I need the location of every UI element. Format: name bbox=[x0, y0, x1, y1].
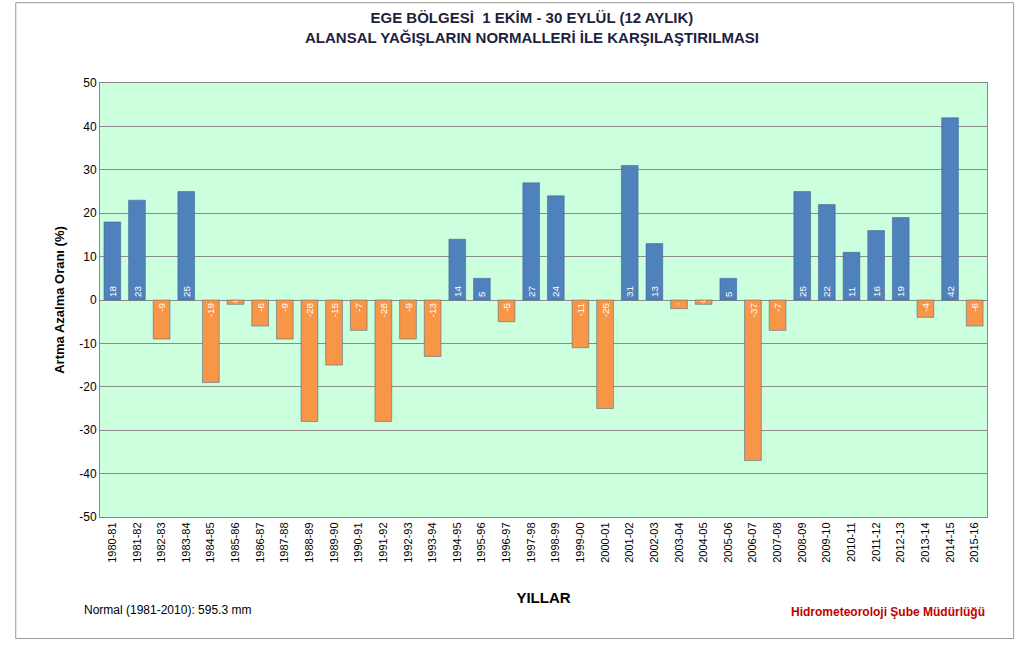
svg-text:Hidrometeoroloji Şube Müdürlüğ: Hidrometeoroloji Şube Müdürlüğü bbox=[791, 605, 985, 619]
svg-text:1989-90: 1989-90 bbox=[328, 522, 340, 562]
svg-text:1990-91: 1990-91 bbox=[352, 522, 364, 562]
svg-text:42: 42 bbox=[945, 286, 956, 297]
svg-text:-9: -9 bbox=[156, 302, 167, 311]
svg-text:18: 18 bbox=[107, 286, 118, 297]
svg-text:24: 24 bbox=[550, 286, 561, 297]
svg-text:2015-16: 2015-16 bbox=[968, 522, 980, 562]
svg-text:-5: -5 bbox=[501, 302, 512, 311]
svg-text:2011-12: 2011-12 bbox=[870, 522, 882, 562]
svg-text:2014-15: 2014-15 bbox=[944, 522, 956, 562]
svg-text:2007-08: 2007-08 bbox=[771, 522, 783, 562]
svg-text:31: 31 bbox=[624, 286, 635, 297]
svg-text:2012-13: 2012-13 bbox=[894, 522, 906, 562]
svg-text:Normal (1981-2010): 595.3 mm: Normal (1981-2010): 595.3 mm bbox=[84, 603, 251, 617]
svg-text:1998-99: 1998-99 bbox=[549, 522, 561, 562]
svg-text:-1: -1 bbox=[701, 300, 706, 305]
svg-text:1987-88: 1987-88 bbox=[278, 522, 290, 562]
svg-text:2004-05: 2004-05 bbox=[697, 522, 709, 562]
svg-text:-19: -19 bbox=[205, 302, 216, 317]
svg-text:13: 13 bbox=[649, 286, 660, 297]
svg-text:1985-86: 1985-86 bbox=[229, 522, 241, 562]
svg-text:1996-97: 1996-97 bbox=[500, 522, 512, 562]
svg-text:-9: -9 bbox=[403, 302, 414, 311]
svg-text:23: 23 bbox=[132, 286, 143, 297]
svg-text:-13: -13 bbox=[427, 302, 438, 317]
svg-text:-20: -20 bbox=[79, 380, 97, 394]
svg-text:-50: -50 bbox=[79, 510, 97, 524]
svg-text:-1: -1 bbox=[233, 300, 238, 305]
svg-text:-4: -4 bbox=[920, 302, 931, 311]
svg-text:2000-01: 2000-01 bbox=[599, 522, 611, 562]
svg-text:19: 19 bbox=[895, 286, 906, 297]
svg-text:20: 20 bbox=[83, 206, 97, 220]
svg-text:-15: -15 bbox=[329, 302, 340, 317]
svg-text:-7: -7 bbox=[772, 303, 783, 312]
svg-text:1981-82: 1981-82 bbox=[131, 522, 143, 562]
svg-text:1991-92: 1991-92 bbox=[377, 522, 389, 562]
svg-text:1997-98: 1997-98 bbox=[525, 522, 537, 562]
svg-text:-28: -28 bbox=[378, 302, 389, 317]
svg-text:1992-93: 1992-93 bbox=[402, 522, 414, 562]
svg-text:1995-96: 1995-96 bbox=[475, 522, 487, 562]
svg-text:1993-94: 1993-94 bbox=[426, 522, 438, 562]
svg-text:-2: -2 bbox=[677, 303, 681, 306]
svg-text:2009-10: 2009-10 bbox=[820, 522, 832, 562]
svg-text:YILLAR: YILLAR bbox=[516, 589, 570, 606]
svg-text:-25: -25 bbox=[600, 302, 611, 317]
svg-text:2001-02: 2001-02 bbox=[623, 522, 635, 562]
svg-text:40: 40 bbox=[83, 120, 97, 134]
svg-text:1986-87: 1986-87 bbox=[254, 522, 266, 562]
svg-text:1988-89: 1988-89 bbox=[303, 522, 315, 562]
svg-text:1982-83: 1982-83 bbox=[155, 522, 167, 562]
svg-text:25: 25 bbox=[797, 286, 808, 297]
svg-text:11: 11 bbox=[846, 287, 857, 297]
svg-text:-6: -6 bbox=[255, 302, 266, 311]
svg-text:-40: -40 bbox=[79, 467, 97, 481]
svg-text:1999-00: 1999-00 bbox=[574, 522, 586, 562]
svg-text:-10: -10 bbox=[79, 337, 97, 351]
svg-text:1984-85: 1984-85 bbox=[204, 522, 216, 562]
svg-text:14: 14 bbox=[452, 286, 463, 297]
svg-text:-28: -28 bbox=[304, 302, 315, 317]
svg-text:Artma Azalma Oranı (%): Artma Azalma Oranı (%) bbox=[52, 226, 67, 374]
svg-text:25: 25 bbox=[181, 286, 192, 297]
svg-text:-7: -7 bbox=[353, 303, 364, 312]
svg-text:-11: -11 bbox=[575, 303, 586, 317]
svg-text:2003-04: 2003-04 bbox=[673, 522, 685, 562]
svg-text:22: 22 bbox=[821, 286, 832, 297]
svg-text:2006-07: 2006-07 bbox=[747, 522, 759, 562]
svg-text:27: 27 bbox=[526, 286, 537, 297]
svg-text:2005-06: 2005-06 bbox=[722, 522, 734, 562]
svg-text:-37: -37 bbox=[748, 303, 759, 317]
svg-text:1994-95: 1994-95 bbox=[451, 522, 463, 562]
svg-text:2013-14: 2013-14 bbox=[919, 522, 931, 562]
svg-text:50: 50 bbox=[83, 76, 97, 90]
svg-text:1983-84: 1983-84 bbox=[180, 522, 192, 562]
svg-text:1980-81: 1980-81 bbox=[106, 522, 118, 562]
svg-text:EGE BÖLGESİ 1 EKİM - 30 EYLÜL: EGE BÖLGESİ 1 EKİM - 30 EYLÜL (12 AYLIK)… bbox=[305, 9, 759, 46]
svg-text:5: 5 bbox=[723, 291, 734, 297]
svg-text:-9: -9 bbox=[279, 302, 290, 311]
svg-text:30: 30 bbox=[83, 163, 97, 177]
svg-text:-6: -6 bbox=[969, 302, 980, 311]
svg-text:0: 0 bbox=[90, 293, 97, 307]
svg-text:2008-09: 2008-09 bbox=[796, 522, 808, 562]
svg-text:5: 5 bbox=[476, 291, 487, 297]
svg-text:16: 16 bbox=[871, 286, 882, 297]
svg-text:2010-11: 2010-11 bbox=[845, 522, 857, 562]
svg-text:2002-03: 2002-03 bbox=[648, 522, 660, 562]
svg-text:-30: -30 bbox=[79, 423, 97, 437]
svg-text:10: 10 bbox=[83, 250, 97, 264]
